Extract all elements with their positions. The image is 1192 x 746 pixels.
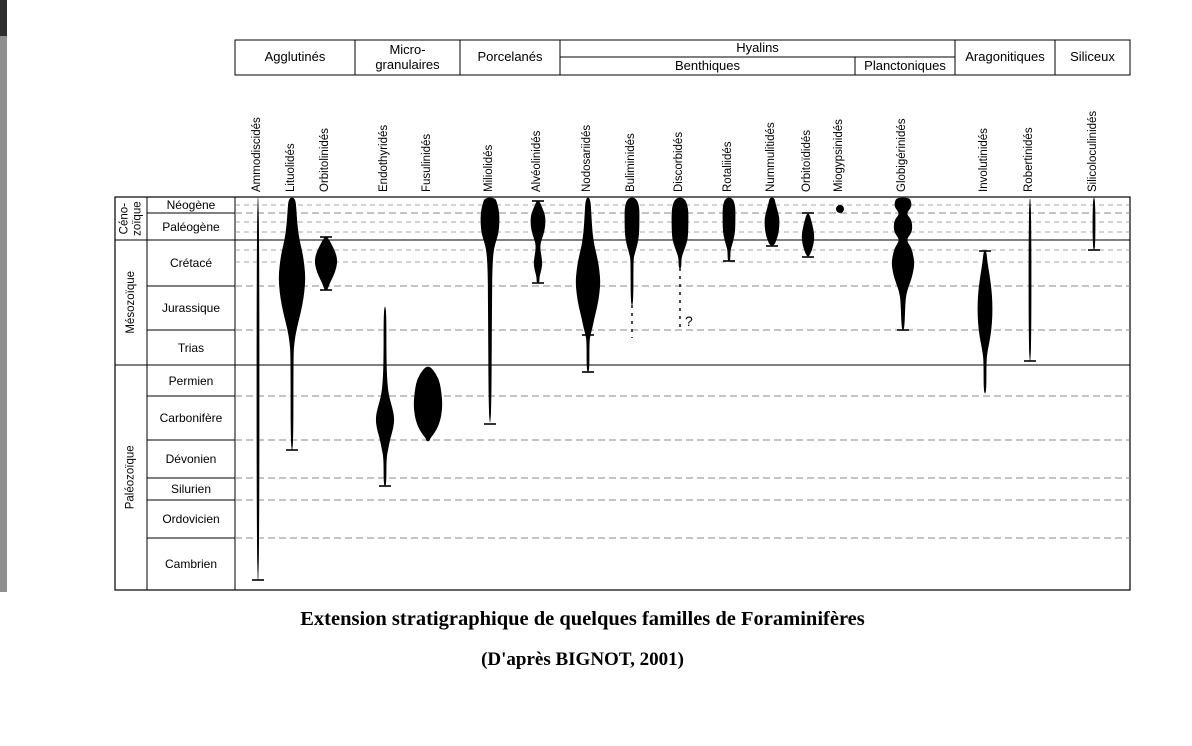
family-label-11: Nummulitidés	[765, 122, 777, 192]
question-mark: ?	[685, 313, 693, 329]
family-label-1: Lituolidés	[285, 143, 297, 192]
spindle-Alvéolinidés	[530, 200, 546, 284]
spindle-Buliminidés	[624, 197, 640, 338]
family-label-14: Globigérinidés	[896, 118, 908, 192]
group-header-benthiques: Benthiques	[674, 57, 741, 73]
era-label-0: Céno-zoïque	[118, 201, 143, 236]
family-label-9: Discorbidés	[673, 131, 685, 192]
period-label-7: Dévonien	[165, 452, 217, 466]
group-header-aragonitiques: Aragonitiques	[965, 49, 1045, 65]
period-label-0: Néogène	[166, 198, 216, 212]
spindle-Miogypsinidés	[836, 205, 844, 213]
period-label-4: Trias	[177, 340, 205, 355]
family-label-6: Alvéolinidés	[531, 130, 543, 192]
period-label-2: Crétacé	[169, 256, 213, 270]
family-label-12: Orbitoïdidés	[801, 129, 813, 192]
spindle-Orbitolinidés	[314, 236, 338, 291]
period-label-8: Silurien	[170, 482, 212, 496]
period-label-9: Ordovicien	[162, 512, 220, 526]
spindle-Silicoloculinidés	[1088, 197, 1100, 251]
group-header-microgranulaires: Micro-granulaires	[375, 42, 440, 72]
spindle-Discorbidés: ?	[671, 197, 693, 330]
spindle-Rotaliidés	[722, 197, 736, 262]
group-header-hyalins: Hyalins	[736, 40, 779, 56]
spindle-Nodosariidés	[575, 197, 601, 373]
spindle-Globigérinidés	[891, 197, 915, 331]
spindle-Endothyridés	[375, 306, 395, 487]
figure-caption-line2: (D'après BIGNOT, 2001)	[481, 649, 684, 670]
spindle-Miliolidés	[480, 197, 500, 425]
window-edge-scrollbar	[0, 36, 7, 592]
family-label-8: Buliminidés	[625, 133, 637, 192]
group-header-agglutines: Agglutinés	[264, 49, 326, 65]
family-label-4: Fusulinidés	[421, 133, 433, 192]
family-label-10: Rotaliidés	[722, 141, 734, 193]
group-header-siliceux: Siliceux	[1070, 49, 1115, 65]
family-label-2: Orbitolinidés	[319, 128, 331, 192]
family-label-3: Endothyridés	[378, 124, 390, 192]
period-label-1: Paléogène	[162, 219, 220, 234]
period-label-6: Carbonifère	[159, 411, 223, 425]
era-label-2: Paléozoïque	[124, 445, 137, 510]
group-header-planctoniques: Planctoniques	[864, 57, 946, 73]
family-label-17: Silicoloculinidés	[1087, 110, 1099, 192]
period-label-10: Cambrien	[164, 557, 218, 571]
spindle-Ammodiscidés	[252, 197, 264, 581]
family-label-0: Ammodiscidés	[251, 117, 263, 192]
spindle-Orbitoïdidés	[801, 212, 815, 258]
family-label-5: Miliolidés	[483, 144, 495, 192]
era-label-1: Mésozoïque	[124, 271, 137, 334]
family-label-16: Robertinidés	[1023, 127, 1035, 192]
spindle-Fusulinidés	[413, 366, 443, 442]
group-header-porcelanes: Porcelanés	[477, 49, 543, 65]
family-label-15: Involutinidés	[978, 128, 990, 192]
spindle-Involutinidés	[977, 250, 993, 394]
window-edge-dark	[0, 0, 7, 36]
spindle-Robertinidés	[1024, 198, 1036, 362]
family-label-7: Nodosariidés	[581, 124, 593, 192]
period-label-5: Permien	[168, 373, 214, 388]
figure-caption-line1: Extension stratigraphique de quelques fa…	[300, 608, 865, 630]
spindle-Lituolidés	[278, 197, 306, 451]
family-label-13: Miogypsinidés	[833, 119, 845, 192]
spindle-Nummulitidés	[764, 197, 780, 247]
period-label-3: Jurassique	[161, 301, 221, 315]
